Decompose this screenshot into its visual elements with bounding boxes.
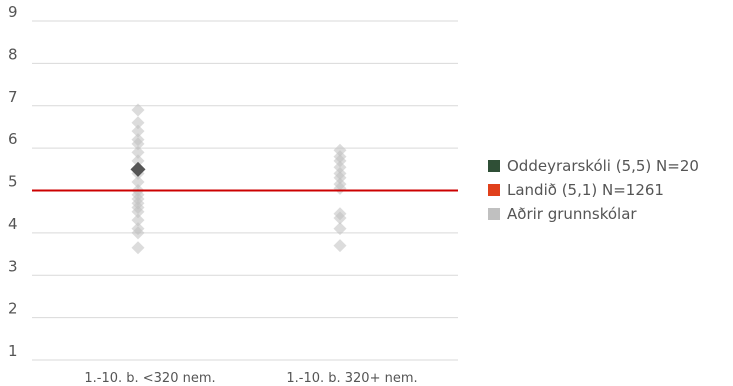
legend: Oddeyrarskóli (5,5) N=20 Landið (5,1) N=… [488, 154, 699, 226]
other-school-point [333, 239, 347, 253]
x-category-label: 1.-10. b. <320 nem. [84, 371, 215, 386]
legend-label-national: Landið (5,1) N=1261 [507, 181, 664, 199]
other-school-point [131, 241, 145, 255]
other-school-point [131, 205, 145, 219]
other-school-point [333, 181, 347, 195]
y-tick-label: 5 [8, 173, 18, 191]
legend-label-school: Oddeyrarskóli (5,5) N=20 [507, 157, 699, 175]
y-tick-label: 4 [8, 215, 18, 233]
legend-item-other: Aðrir grunnskólar [488, 202, 699, 226]
school-points [130, 161, 146, 177]
legend-swatch-national [488, 184, 500, 196]
y-tick-label: 2 [8, 300, 18, 318]
x-axis-categories: 1.-10. b. <320 nem. 1.-10. b. 320+ nem. [84, 371, 417, 386]
other-school-point [131, 175, 145, 189]
other-school-point [131, 145, 145, 159]
legend-swatch-other [488, 208, 500, 220]
y-tick-label: 8 [8, 45, 18, 63]
other-school-point [131, 137, 145, 151]
other-school-point [131, 226, 145, 240]
y-axis-ticks: 1 2 3 4 5 6 7 8 9 [8, 3, 18, 360]
y-tick-label: 1 [8, 342, 18, 360]
y-tick-label: 9 [8, 3, 18, 21]
y-tick-label: 7 [8, 88, 18, 106]
other-schools-points [131, 103, 347, 255]
legend-label-other: Aðrir grunnskólar [507, 205, 637, 223]
school-point [130, 161, 146, 177]
other-school-point [131, 154, 145, 168]
other-school-point [131, 213, 145, 227]
other-school-point [333, 211, 347, 225]
legend-item-national: Landið (5,1) N=1261 [488, 178, 699, 202]
x-category-label: 1.-10. b. 320+ nem. [286, 371, 417, 386]
other-school-point [131, 116, 145, 130]
other-school-point [131, 103, 145, 117]
legend-swatch-school [488, 160, 500, 172]
y-tick-label: 3 [8, 257, 18, 275]
legend-item-school: Oddeyrarskóli (5,5) N=20 [488, 154, 699, 178]
other-school-point [131, 124, 145, 138]
other-school-point [333, 222, 347, 236]
y-tick-label: 6 [8, 130, 18, 148]
